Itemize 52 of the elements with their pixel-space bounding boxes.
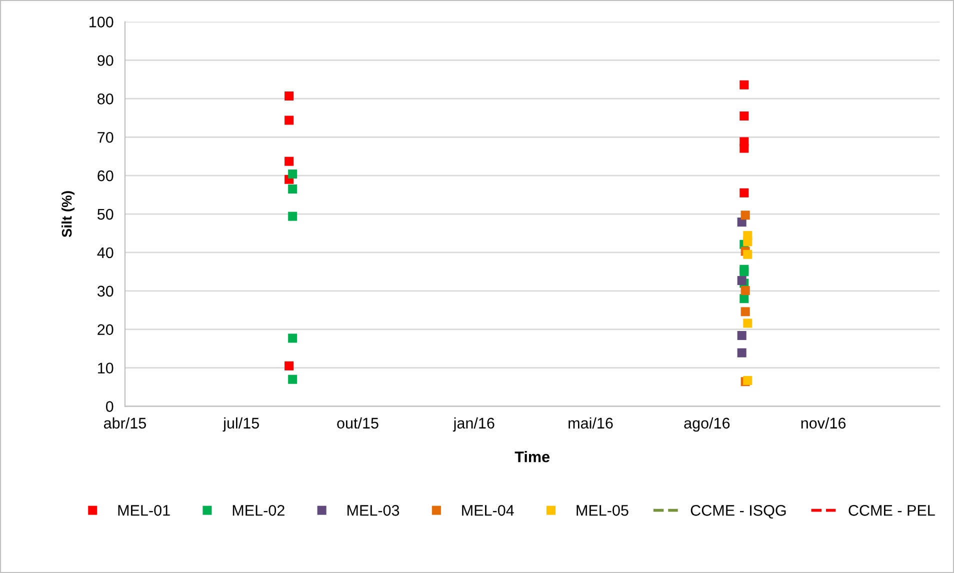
point bbox=[740, 286, 750, 296]
legend-label: MEL-04 bbox=[462, 504, 514, 516]
x-tick-label: jan/16 bbox=[452, 417, 494, 432]
y-axis-title: Silt (%) bbox=[62, 191, 74, 238]
x-tick-label: abr/15 bbox=[104, 417, 146, 429]
point bbox=[737, 348, 746, 358]
point bbox=[740, 267, 749, 276]
x-tick-label: nov/16 bbox=[801, 417, 846, 429]
y-tick-label: 100 bbox=[90, 16, 114, 28]
point bbox=[288, 170, 298, 179]
point bbox=[288, 374, 298, 384]
y-tick-label: 30 bbox=[97, 286, 114, 297]
point bbox=[743, 237, 752, 246]
legend-label: MEL-03 bbox=[348, 504, 400, 516]
point bbox=[284, 156, 294, 166]
point bbox=[284, 361, 294, 370]
y-tick-label: 10 bbox=[98, 362, 114, 374]
point bbox=[740, 111, 749, 120]
point bbox=[743, 376, 752, 386]
point bbox=[284, 91, 294, 100]
y-tick-label: 50 bbox=[97, 208, 114, 220]
point bbox=[740, 80, 749, 90]
y-tick-label: 20 bbox=[98, 324, 114, 336]
legend-label: CCME - PEL bbox=[848, 504, 935, 516]
point bbox=[740, 210, 750, 220]
x-tick-label: ago/16 bbox=[684, 417, 730, 432]
point bbox=[743, 318, 752, 328]
point bbox=[740, 188, 749, 198]
x-tick-label: out/15 bbox=[337, 417, 378, 429]
y-tick-label: 0 bbox=[106, 401, 114, 412]
y-tick-label: 60 bbox=[98, 170, 114, 182]
point bbox=[740, 307, 750, 316]
x-tick-label: mai/16 bbox=[568, 417, 613, 429]
point bbox=[288, 184, 298, 194]
point bbox=[737, 276, 746, 286]
point bbox=[743, 250, 752, 259]
x-tick-label: jul/15 bbox=[222, 417, 259, 432]
point bbox=[284, 116, 294, 125]
point bbox=[740, 294, 749, 304]
y-tick-label: 90 bbox=[98, 55, 114, 66]
legend-label: MEL-01 bbox=[118, 504, 170, 516]
y-tick-label: 80 bbox=[98, 94, 114, 104]
point bbox=[288, 212, 298, 221]
y-tick-label: 40 bbox=[97, 247, 114, 258]
legend-label: CCME - ISQG bbox=[690, 504, 786, 519]
legend-label: MEL-05 bbox=[576, 504, 628, 516]
point bbox=[288, 334, 298, 343]
point bbox=[737, 331, 746, 340]
x-axis-title: Time bbox=[514, 451, 550, 462]
point bbox=[740, 144, 749, 153]
y-tick-label: 70 bbox=[98, 132, 114, 143]
legend-label: MEL-02 bbox=[232, 504, 284, 516]
